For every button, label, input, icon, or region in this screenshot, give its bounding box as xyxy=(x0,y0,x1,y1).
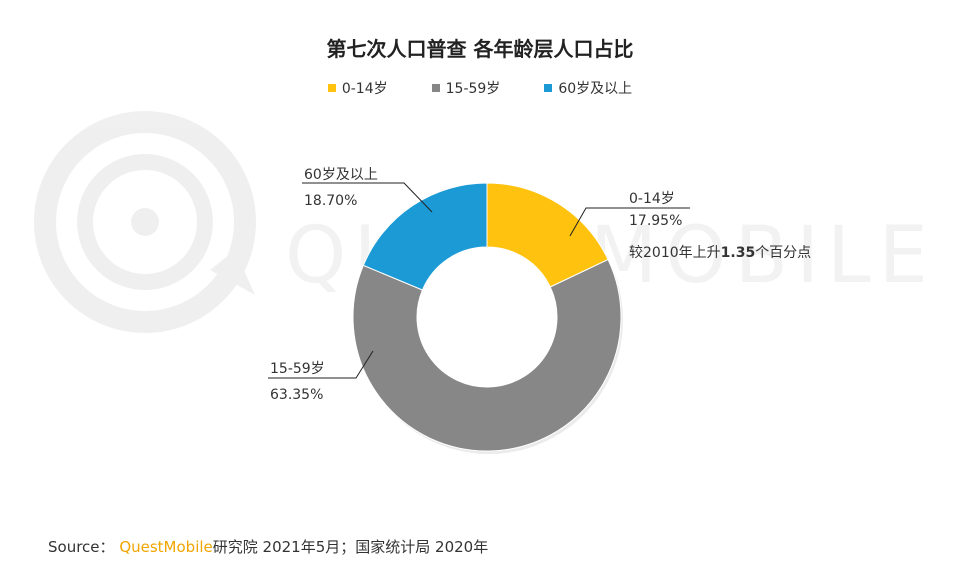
donut-hole xyxy=(417,247,557,387)
chart-title: 第七次人口普查 各年龄层人口占比 xyxy=(326,37,634,61)
data-label-name-0-14: 0-14岁 xyxy=(629,191,675,207)
donut-slice-15-59 xyxy=(352,258,622,452)
data-label-value-15-59: 63.35% xyxy=(270,387,324,403)
legend-swatch-60plus xyxy=(544,84,553,92)
legend-label-15-59: 15-59岁 xyxy=(445,81,501,97)
source-prefix: Source： xyxy=(48,538,115,556)
data-label-name-60plus: 60岁及以上 xyxy=(304,167,378,183)
legend-item-15-59: 15-59岁 xyxy=(431,78,501,98)
source-brand: QuestMobile xyxy=(119,538,213,556)
watermark-logo-icon xyxy=(34,111,256,333)
data-label-note-0-14: 较2010年上升1.35个百分点 xyxy=(629,242,811,262)
data-label-name-15-59: 15-59岁 xyxy=(270,361,325,377)
legend: 0-14岁 15-59岁 60岁及以上 xyxy=(0,78,960,98)
note-text-before: 较2010年上升 xyxy=(629,245,721,261)
legend-item-0-14: 0-14岁 xyxy=(327,78,388,98)
note-text-after: 个百分点 xyxy=(755,245,812,261)
legend-swatch-0-14 xyxy=(327,84,336,92)
note-bold-value: 1.35 xyxy=(720,245,756,261)
data-label-value-0-14: 17.95% xyxy=(629,213,683,229)
legend-label-0-14: 0-14岁 xyxy=(341,81,388,97)
leader-line-60plus xyxy=(302,182,433,213)
leader-line-15-59 xyxy=(268,350,374,379)
legend-swatch-15-59 xyxy=(431,84,440,92)
source-suffix: 研究院 2021年5月；国家统计局 2020年 xyxy=(212,538,489,556)
legend-label-60plus: 60岁及以上 xyxy=(558,81,633,97)
legend-item-60plus: 60岁及以上 xyxy=(544,78,632,98)
leader-line-0-14 xyxy=(569,207,690,237)
source-note: Source： QuestMobile研究院 2021年5月；国家统计局 202… xyxy=(48,536,488,557)
data-label-value-60plus: 18.70% xyxy=(304,193,358,209)
